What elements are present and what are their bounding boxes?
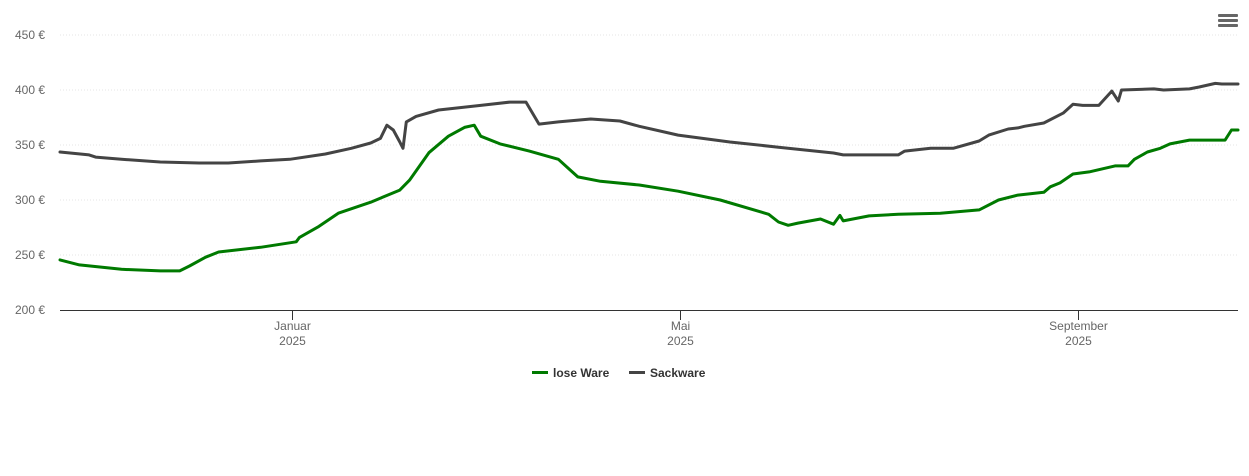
x-tick-label: September	[1049, 319, 1108, 333]
legend-label: lose Ware	[553, 366, 610, 380]
x-tick-year: 2025	[279, 334, 306, 348]
y-tick-label: 200 €	[15, 303, 45, 317]
menu-icon	[1218, 14, 1238, 17]
legend-item[interactable]: lose Ware	[532, 366, 610, 380]
y-tick-label: 300 €	[15, 193, 45, 207]
y-tick-label: 350 €	[15, 138, 45, 152]
y-tick-label: 450 €	[15, 28, 45, 42]
y-tick-label: 250 €	[15, 248, 45, 262]
x-tick-label: Mai	[671, 319, 690, 333]
series-line-sackware[interactable]	[58, 81, 1240, 165]
x-tick-label: Januar	[274, 319, 311, 333]
legend-label: Sackware	[650, 366, 706, 380]
series-line-lose-ware[interactable]	[58, 123, 1240, 273]
x-tick-year: 2025	[1065, 334, 1092, 348]
x-tick-year: 2025	[667, 334, 694, 348]
chart-menu-button[interactable]	[1216, 12, 1240, 32]
legend-item[interactable]: Sackware	[629, 366, 706, 380]
y-tick-label: 400 €	[15, 83, 45, 97]
